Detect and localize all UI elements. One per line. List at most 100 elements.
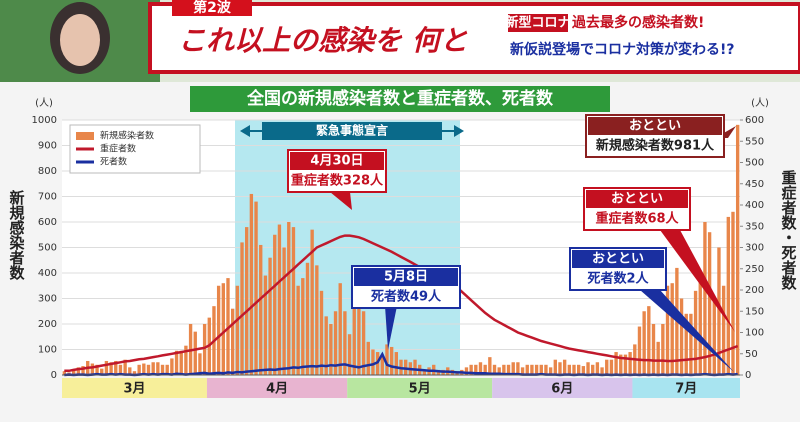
bar xyxy=(221,283,226,375)
bar xyxy=(731,211,735,375)
bar xyxy=(76,367,81,375)
sub2: 新仮説登場でコロナ対策が変わる!? xyxy=(510,41,735,58)
callout-text: 新規感染者数981人 xyxy=(596,138,715,154)
bar xyxy=(558,362,562,375)
bar xyxy=(287,222,291,375)
bar xyxy=(104,360,109,375)
bar xyxy=(488,357,492,375)
bar xyxy=(478,362,483,375)
bar xyxy=(385,344,389,375)
callout-cases-latest: おととい 新規感染者数981人 xyxy=(585,114,736,158)
y2-tick-label: 600 xyxy=(745,115,764,126)
bar xyxy=(277,224,282,375)
y2-tick-label: 250 xyxy=(745,264,764,275)
callout-text: 重症者数68人 xyxy=(595,211,679,227)
legend-label: 死者数 xyxy=(100,156,127,168)
bar xyxy=(165,364,169,375)
bar xyxy=(142,363,146,375)
title-bg xyxy=(190,86,610,112)
period-label: 緊急事態宣言 xyxy=(316,123,388,138)
bar xyxy=(371,349,375,375)
bar xyxy=(712,301,716,375)
bar xyxy=(689,313,693,375)
bar xyxy=(90,363,95,375)
badge-bg xyxy=(172,0,252,16)
bar xyxy=(347,334,352,375)
bar xyxy=(609,359,614,375)
bar xyxy=(100,368,104,375)
bar xyxy=(170,358,174,375)
bar xyxy=(525,364,529,375)
bar xyxy=(123,359,127,375)
bar xyxy=(567,364,572,375)
callout-pointer xyxy=(640,290,734,372)
callout-head-bg xyxy=(354,268,458,286)
callout-head-bg xyxy=(588,117,722,135)
bar xyxy=(572,364,576,375)
bar xyxy=(216,285,221,375)
y2-tick-label: 500 xyxy=(745,158,764,169)
bar xyxy=(642,311,646,375)
bar xyxy=(230,308,235,375)
bar xyxy=(151,362,155,375)
bar xyxy=(109,362,113,375)
bar xyxy=(361,311,366,375)
bar xyxy=(310,229,314,375)
y-tick-label: 0 xyxy=(51,370,57,381)
bar xyxy=(600,367,604,375)
bar xyxy=(263,275,268,375)
callout-head: おととい xyxy=(629,119,681,134)
bar xyxy=(259,244,263,375)
bar xyxy=(553,359,557,375)
y-tick-label: 900 xyxy=(38,141,57,152)
y2-tick-label: 100 xyxy=(745,328,764,339)
bar xyxy=(184,345,188,375)
y-tick-label: 200 xyxy=(38,319,57,330)
bar xyxy=(235,285,240,375)
y2-tick-label: 550 xyxy=(745,136,764,147)
bar xyxy=(665,285,670,375)
callout-head-bg xyxy=(586,190,688,208)
bar xyxy=(389,346,394,375)
y2-tick-label: 200 xyxy=(745,285,764,296)
month-band xyxy=(632,378,740,398)
bar xyxy=(605,359,609,375)
callout-pointer xyxy=(330,192,352,210)
bar xyxy=(530,364,534,375)
y-tick-label: 800 xyxy=(38,166,57,177)
callout-severe-peak: 4月30日 重症者数328人 xyxy=(287,149,387,210)
bar xyxy=(333,311,338,375)
y-unit: (人) xyxy=(35,97,53,109)
callout-head: おととい xyxy=(611,192,663,207)
callout-head: 4月30日 xyxy=(310,154,363,169)
bar xyxy=(146,364,151,375)
bar xyxy=(95,364,99,375)
callout-text: 死者数49人 xyxy=(371,289,442,305)
bar xyxy=(661,324,665,375)
callout-head: おととい xyxy=(592,252,644,267)
bar xyxy=(128,367,132,375)
bar xyxy=(679,298,684,375)
bar xyxy=(506,364,511,375)
bar xyxy=(315,265,319,375)
y2-tick-label: 50 xyxy=(745,349,758,360)
bar xyxy=(198,353,202,375)
y2-tick-label: 0 xyxy=(745,370,751,381)
bar xyxy=(670,283,674,375)
bar xyxy=(394,352,399,375)
tag-bg xyxy=(508,14,568,32)
bar xyxy=(707,232,712,375)
bar xyxy=(591,364,595,375)
bar xyxy=(562,359,567,375)
month-band xyxy=(62,378,207,398)
bar xyxy=(637,326,642,375)
bar xyxy=(301,278,305,375)
bar xyxy=(160,364,165,375)
y-tick-label: 700 xyxy=(38,192,57,203)
bar xyxy=(497,367,501,375)
bar xyxy=(721,285,726,375)
bar xyxy=(651,324,656,375)
bar xyxy=(156,362,160,375)
y2-tick-label: 150 xyxy=(745,306,764,317)
